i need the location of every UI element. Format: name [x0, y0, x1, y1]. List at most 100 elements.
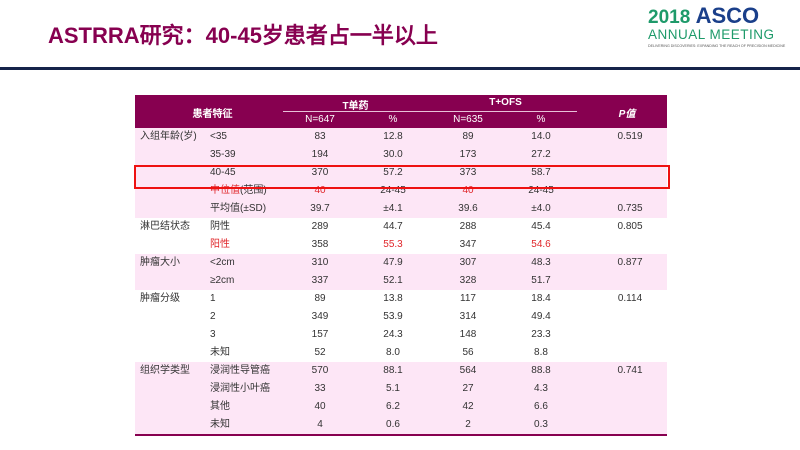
cell-sub: ≥2cm — [210, 275, 235, 286]
cell-p1: 57.2 — [383, 167, 403, 178]
cell-n2: 347 — [459, 239, 477, 250]
cell-p1: 55.3 — [383, 239, 403, 250]
cell-n2: 56 — [462, 347, 474, 358]
cell-sub: 35-39 — [210, 149, 236, 160]
cell-p1: 47.9 — [383, 257, 403, 268]
cell-p: 0.114 — [617, 293, 643, 304]
table-bottom-rule — [135, 434, 667, 436]
cell-sub: 阴性 — [210, 221, 230, 232]
cell-n2: 373 — [459, 167, 477, 178]
cell-n1: 358 — [311, 239, 329, 250]
cell-sub: 中位值(范围) — [210, 182, 267, 200]
cell-p2: 23.3 — [531, 329, 551, 340]
cell-p1: 5.1 — [386, 383, 400, 394]
cell-p2: 51.7 — [531, 275, 551, 286]
cell-p: 0.735 — [617, 203, 643, 214]
cell-p2: 8.8 — [534, 347, 548, 358]
cell-p1: ±4.1 — [383, 203, 403, 214]
cell-p1: 8.0 — [386, 347, 400, 358]
cell-n2: 307 — [459, 257, 477, 268]
cell-sub: <35 — [210, 131, 227, 142]
cell-sub: 未知 — [210, 347, 230, 358]
cell-p2: 49.4 — [531, 311, 551, 322]
cell-p1: 24-45 — [380, 185, 406, 196]
cell-p: 0.805 — [617, 221, 643, 232]
cell-n1: 370 — [311, 167, 329, 178]
cell-n1: 40 — [314, 401, 326, 412]
cell-n1: 89 — [314, 293, 326, 304]
table-row: 其他 40 6.2 42 6.6 — [135, 398, 667, 416]
header-p: P值 — [618, 109, 636, 120]
table-row: 入组年龄(岁) <35 83 12.8 89 14.0 0.519 — [135, 128, 667, 146]
cell-p1: 13.8 — [383, 293, 403, 304]
cell-n2: 328 — [459, 275, 477, 286]
table-row: 未知 52 8.0 56 8.8 — [135, 344, 667, 362]
cell-p2: 45.4 — [531, 221, 551, 232]
cell-p2: 88.8 — [531, 365, 551, 376]
cell-n1: 52 — [314, 347, 326, 358]
cell-p: 0.519 — [617, 131, 643, 142]
cell-p1: 44.7 — [383, 221, 403, 232]
table-body: 入组年龄(岁) <35 83 12.8 89 14.0 0.519 35-39 194 30.0 1… — [135, 128, 667, 434]
highlight-box-40-45 — [134, 165, 670, 189]
cell-n1: 194 — [311, 149, 329, 160]
cell-n2: 173 — [459, 149, 477, 160]
table-row: 3 157 24.3 148 23.3 — [135, 326, 667, 344]
cell-n1: 310 — [311, 257, 329, 268]
cell-n2: 27 — [462, 383, 474, 394]
cell-n1: 289 — [311, 221, 329, 232]
logo-year: 2018 — [648, 7, 691, 28]
table-row: 未知 4 0.6 2 0.3 — [135, 416, 667, 434]
cell-sub-main: 中位值 — [210, 185, 240, 196]
cell-p1: 88.1 — [383, 365, 403, 376]
header-group2: T+OFS — [489, 97, 522, 108]
table-row: 40-45 370 57.2 373 58.7 — [135, 164, 667, 182]
header-pct1: % — [388, 114, 398, 125]
table-row: 肿瘤大小 <2cm 310 47.9 307 48.3 0.877 — [135, 254, 667, 272]
header-group1: T单药 — [342, 101, 369, 112]
asco-logo: 2018 ASCO ANNUAL MEETING DELIVERING DISC… — [648, 5, 798, 49]
cell-sub-suffix: (范围) — [240, 185, 267, 196]
cell-p2: 58.7 — [531, 167, 551, 178]
cell-n2: 89 — [462, 131, 474, 142]
cell-p: 0.741 — [617, 365, 643, 376]
cell-n2: 39.6 — [458, 203, 478, 214]
cell-cat: 肿瘤分级 — [140, 293, 180, 304]
table-header: 患者特征 T单药 T+OFS N=647 % N=635 % P值 — [135, 95, 667, 128]
cell-n2: 148 — [459, 329, 477, 340]
cell-p2: 24-45 — [528, 185, 554, 196]
cell-p2: 18.4 — [531, 293, 551, 304]
table-row: 平均值(±SD) 39.7 ±4.1 39.6 ±4.0 0.735 — [135, 200, 667, 218]
cell-sub: 2 — [210, 311, 216, 322]
header-characteristic: 患者特征 — [192, 109, 233, 120]
cell-cat: 肿瘤大小 — [140, 257, 180, 268]
cell-n2: 564 — [459, 365, 477, 376]
cell-sub: 浸润性小叶癌 — [210, 383, 270, 394]
cell-sub: 1 — [210, 293, 216, 304]
cell-cat: 入组年龄(岁) — [140, 131, 197, 142]
cell-sub: <2cm — [210, 257, 235, 268]
logo-tagline: DELIVERING DISCOVERIES: EXPANDING THE RE… — [648, 44, 786, 48]
cell-p2: 48.3 — [531, 257, 551, 268]
cell-cat: 组织学类型 — [140, 365, 190, 376]
cell-p2: 4.3 — [534, 383, 548, 394]
cell-n2: 288 — [459, 221, 477, 232]
cell-p2: ±4.0 — [531, 203, 551, 214]
cell-n1: 570 — [311, 365, 329, 376]
table-row: 2 349 53.9 314 49.4 — [135, 308, 667, 326]
table-row: 浸润性小叶癌 33 5.1 27 4.3 — [135, 380, 667, 398]
cell-sub: 40-45 — [210, 167, 236, 178]
cell-sub: 浸润性导管癌 — [210, 365, 270, 376]
table-row: 35-39 194 30.0 173 27.2 — [135, 146, 667, 164]
cell-n2: 314 — [459, 311, 477, 322]
cell-n2: 117 — [460, 293, 476, 304]
table-row: 中位值(范围) 40 24-45 40 24-45 — [135, 182, 667, 200]
table-row: 阳性 358 55.3 347 54.6 — [135, 236, 667, 254]
cell-n1: 40 — [314, 185, 326, 196]
cell-n2: 40 — [462, 185, 474, 196]
cell-p1: 12.8 — [383, 131, 403, 142]
cell-p2: 54.6 — [531, 239, 551, 250]
header-pct2: % — [536, 114, 546, 125]
slide-title: ASTRRA研究：40-45岁患者占一半以上 — [48, 23, 438, 48]
cell-n1: 39.7 — [310, 203, 330, 214]
